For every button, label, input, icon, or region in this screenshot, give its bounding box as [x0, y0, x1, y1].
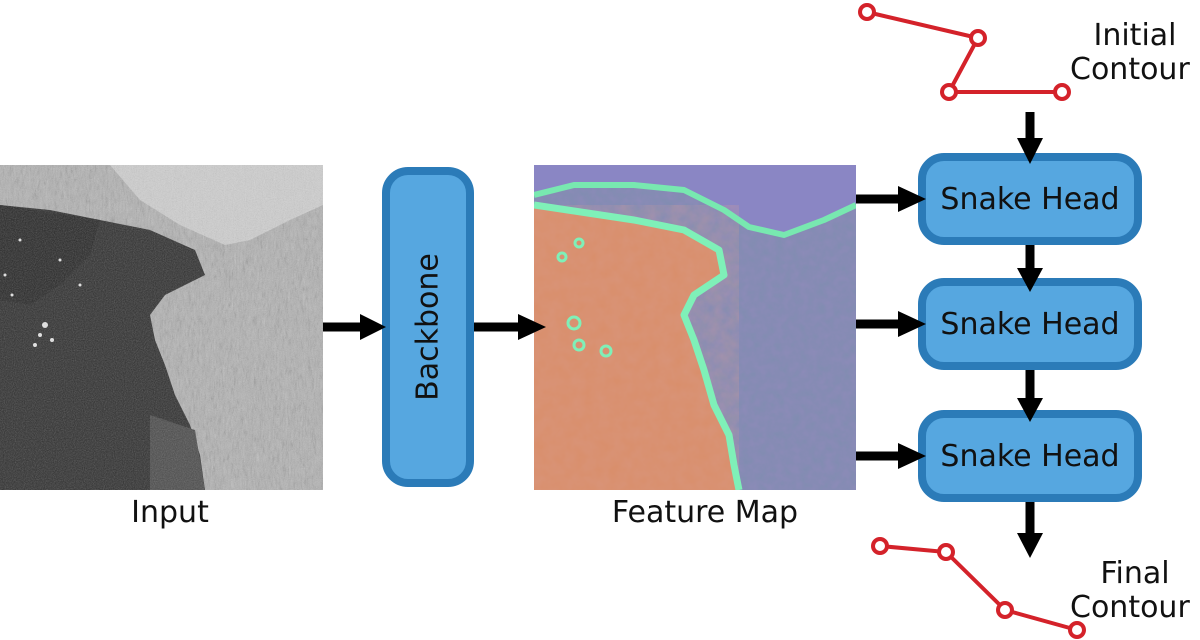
initial-contour-label-line2: Contour	[1070, 52, 1190, 87]
snake-head-3-label: Snake Head	[940, 438, 1120, 474]
snake-head-2: Snake Head	[918, 278, 1142, 370]
arrow-head-3-to-final-contour	[1017, 502, 1043, 558]
feature-map-label: Feature Map	[611, 495, 799, 530]
final-contour-label-line1: Final	[1100, 556, 1170, 591]
snake-head-2-label: Snake Head	[940, 306, 1120, 342]
feature-map-image	[534, 165, 856, 490]
snake-head-3: Snake Head	[918, 410, 1142, 502]
arrow-initial-contour-to-head-1	[1017, 112, 1043, 164]
initial-contour-label-line1: Initial	[1093, 18, 1177, 53]
final-contour-polyline	[871, 537, 1086, 639]
arrow-feature-to-head-3	[856, 443, 926, 469]
backbone-block: Backbone	[382, 167, 474, 487]
initial-contour-polyline	[858, 3, 1071, 101]
snake-head-1-label: Snake Head	[940, 181, 1120, 217]
arrow-head-1-to-head-2	[1017, 245, 1043, 292]
arrow-backbone-to-feature-map	[474, 314, 546, 340]
arrow-head-2-to-head-3	[1017, 370, 1043, 422]
arrow-input-to-backbone	[323, 314, 386, 340]
input-label: Input	[131, 495, 209, 530]
input-image	[0, 165, 323, 490]
arrow-feature-to-head-2	[856, 311, 926, 337]
arrow-feature-to-head-1	[856, 186, 926, 212]
final-contour-label-line2: Contour	[1070, 590, 1190, 625]
